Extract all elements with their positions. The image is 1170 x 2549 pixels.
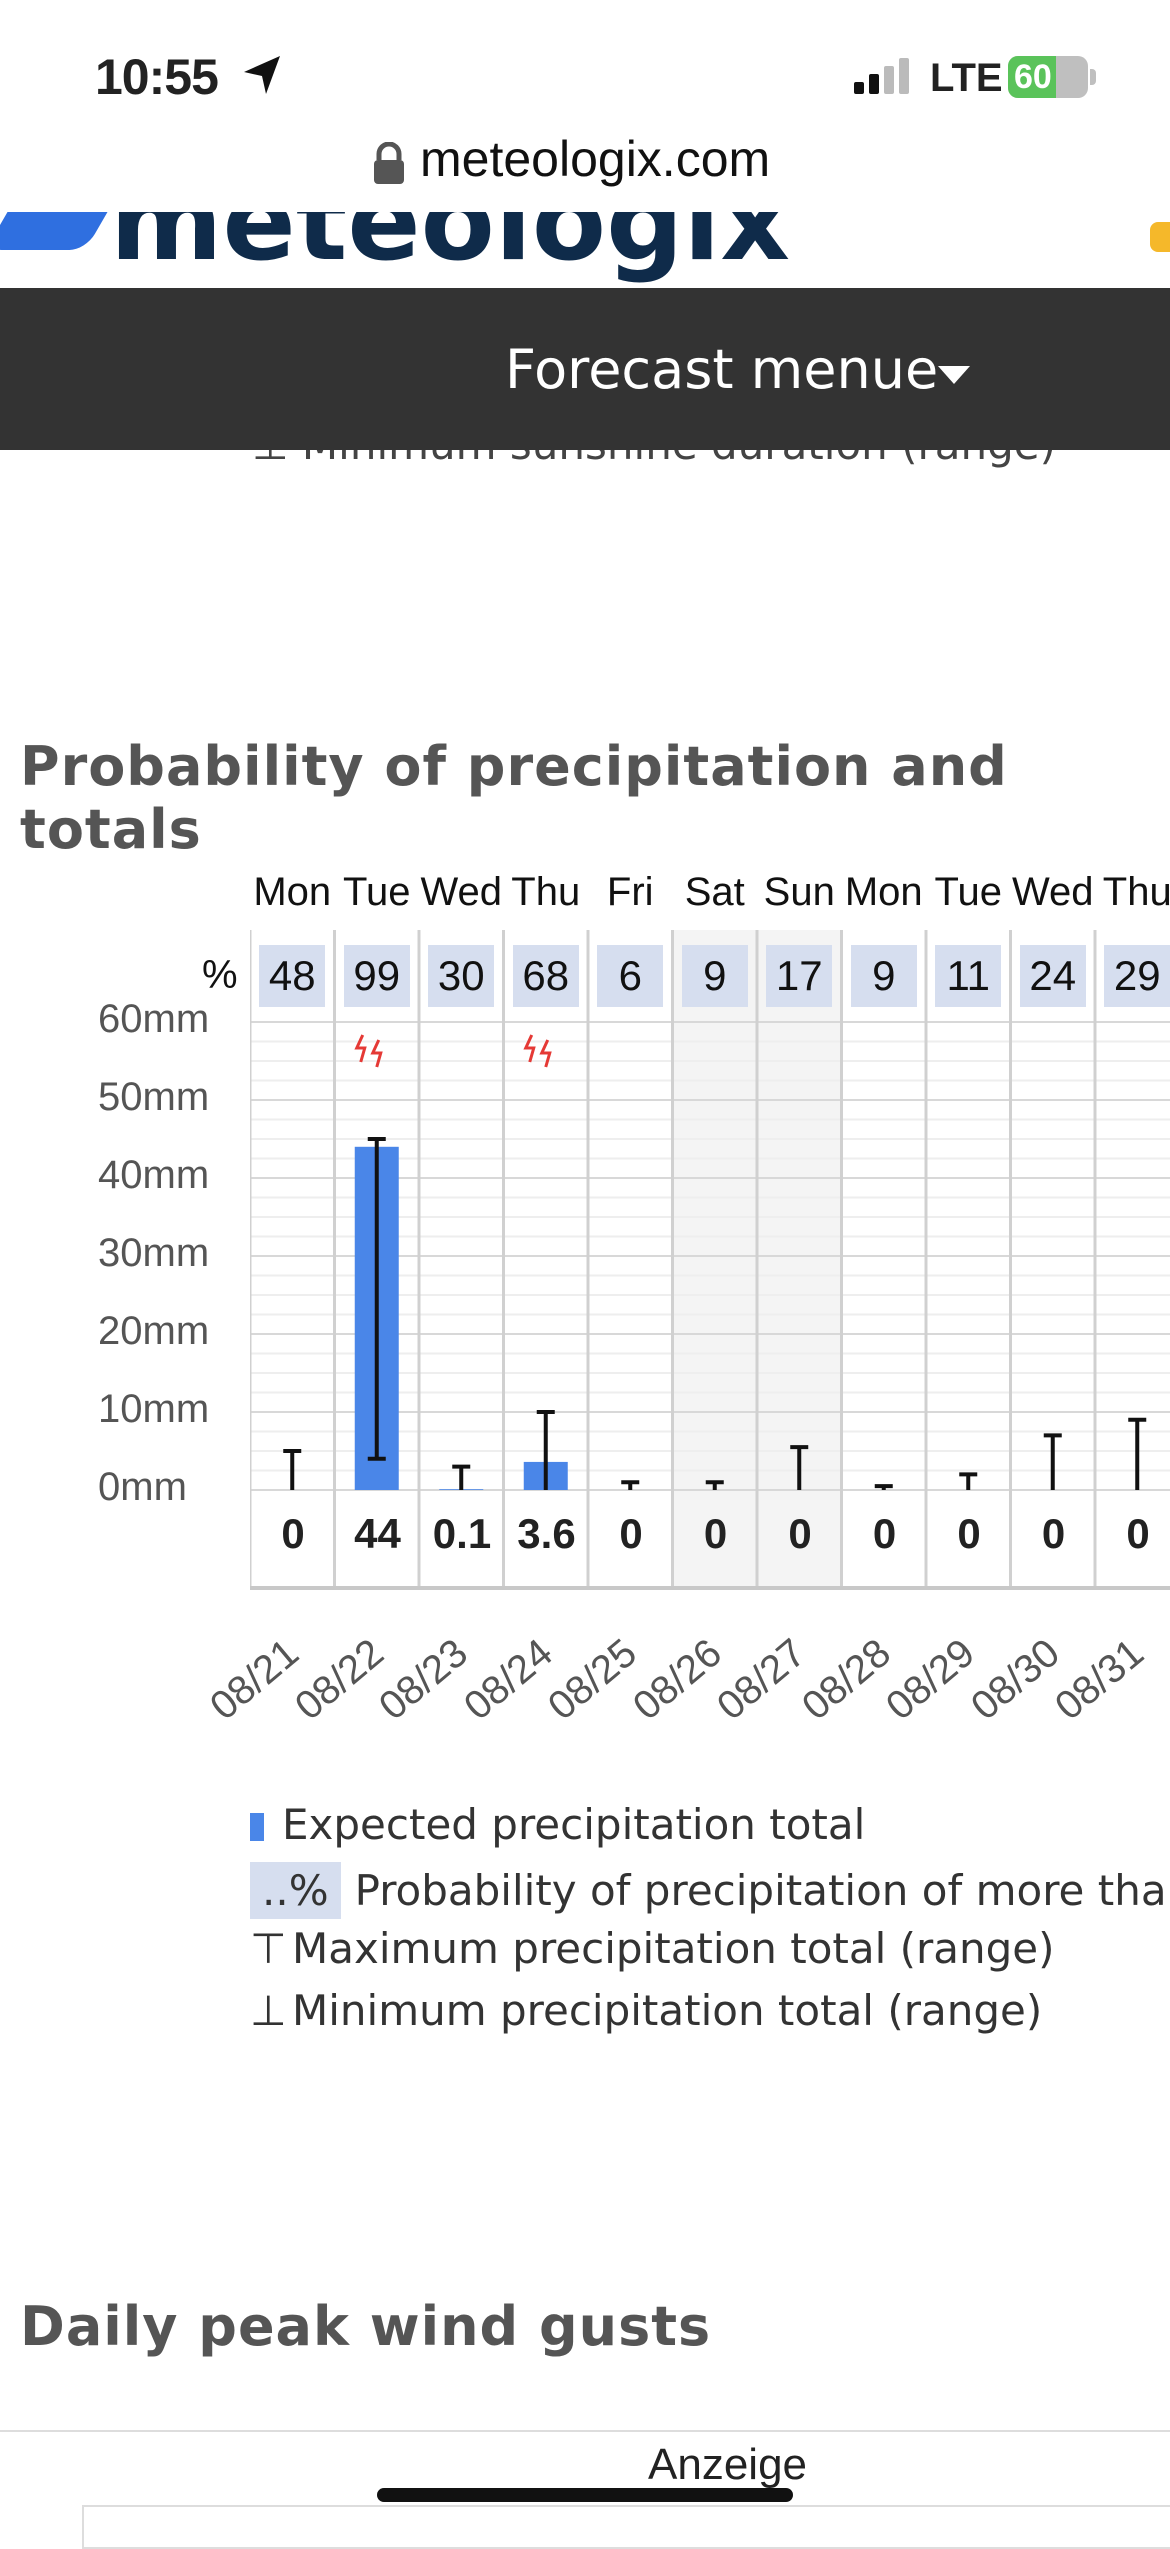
weekend-shade (672, 930, 757, 1590)
date-label: 08/24 (455, 1630, 561, 1729)
ad-divider (0, 2430, 1170, 2432)
total-value: 0.1 (432, 1510, 492, 1557)
total-value: 3.6 (517, 1510, 576, 1557)
y-tick-label: 60mm (98, 997, 210, 1041)
signal-icon (854, 58, 909, 94)
chevron-down-icon[interactable] (938, 366, 970, 386)
day-label: Thu (1102, 870, 1170, 914)
legend-bar-swatch (250, 1813, 264, 1841)
logo-mark (0, 212, 115, 250)
max-range-icon: ⊤ (250, 1924, 287, 1973)
total-value: 0 (281, 1510, 305, 1557)
wind-gusts-title: Daily peak wind gusts (20, 2295, 712, 2358)
y-tick-label: 10mm (98, 1387, 210, 1431)
total-value: 0 (788, 1510, 812, 1557)
probability-cell: 99 (343, 945, 410, 1007)
probability-cell: 48 (259, 945, 326, 1007)
total-value: 0 (703, 1510, 728, 1557)
probability-cell: 30 (428, 945, 495, 1007)
forecast-menu-button[interactable]: Forecast menue (505, 338, 939, 401)
y-tick-label: 50mm (98, 1075, 210, 1119)
chart-legend: Expected precipitation total ..% Probabil… (250, 1800, 1170, 2048)
logo-text: meteologix (110, 212, 791, 285)
probability-cell: 6 (597, 945, 664, 1007)
total-value: 0 (1126, 1510, 1150, 1557)
legend-max: ⊤ Maximum precipitation total (range) (250, 1924, 1055, 1973)
clock: 10:55 (95, 49, 219, 105)
day-label: Wed (420, 870, 503, 914)
y-tick-label: 30mm (98, 1231, 210, 1275)
date-label: 08/27 (709, 1630, 814, 1729)
date-label: 08/29 (878, 1630, 983, 1729)
date-label: 08/26 (624, 1630, 730, 1729)
day-label: Wed (1011, 870, 1094, 914)
total-value: 0 (957, 1510, 981, 1557)
precipitation-chart (250, 930, 1170, 1590)
legend-probability: ..% Probability of precipitation of more … (250, 1862, 1170, 1924)
date-label: 08/25 (540, 1630, 645, 1729)
day-label: Sat (684, 870, 745, 914)
date-label: 08/22 (286, 1630, 392, 1729)
site-logo[interactable]: meteologix (0, 212, 1170, 288)
status-bar: 10:55 LTE 60 (0, 0, 1170, 140)
date-label: 08/30 (962, 1630, 1068, 1729)
home-indicator[interactable] (377, 2488, 793, 2502)
total-value: 0 (619, 1510, 643, 1557)
probability-cell: 11 (935, 945, 1002, 1007)
probability-cell: 29 (1104, 945, 1170, 1007)
probability-cell: 9 (681, 945, 748, 1007)
y-tick-label: 40mm (98, 1153, 210, 1197)
ad-container[interactable] (82, 2505, 1170, 2549)
network-type: LTE (930, 56, 1003, 100)
y-tick-label: 20mm (98, 1309, 210, 1353)
thunderstorm-icon (354, 1034, 383, 1068)
probability-cell: 17 (766, 945, 833, 1007)
total-value: 0 (1041, 1510, 1066, 1557)
probability-cell: 68 (512, 945, 579, 1007)
total-value: 44 (354, 1510, 401, 1557)
day-label: Mon (844, 870, 923, 914)
address-bar[interactable]: meteologix.com (0, 120, 1170, 214)
section-title: Probability of precipitation and totals (20, 735, 1008, 861)
header-accent (1150, 222, 1170, 252)
day-label: Sun (763, 870, 835, 914)
min-range-icon: ⊥ (250, 1986, 287, 2035)
day-label: Mon (253, 870, 332, 914)
url-text: meteologix.com (420, 131, 771, 187)
probability-cell: 9 (850, 945, 917, 1007)
date-label: 08/28 (793, 1630, 899, 1729)
day-label: Thu (511, 870, 581, 914)
date-label: 08/21 (202, 1630, 307, 1729)
day-label: Tue (934, 870, 1002, 914)
navbar: Forecast menue (0, 288, 1170, 450)
y-tick-label: 0mm (98, 1465, 187, 1509)
date-label: 08/31 (1047, 1630, 1152, 1729)
thunderstorm-icon (523, 1034, 552, 1068)
date-label: 08/23 (371, 1630, 476, 1729)
legend-min: ⊥ Minimum precipitation total (range) (250, 1986, 1043, 2035)
probability-cell: 24 (1019, 945, 1086, 1007)
total-value: 0 (872, 1510, 897, 1557)
day-label: Fri (606, 870, 654, 914)
ad-label: Anzeige (648, 2440, 808, 2489)
previous-legend-cutoff: ⊥ Minimum sunshine duration (range) (252, 450, 1072, 478)
percent-label: % (202, 953, 238, 997)
lock-icon (374, 142, 404, 184)
location-arrow-icon (244, 56, 280, 94)
battery-nub (1090, 69, 1096, 85)
legend-expected: Expected precipitation total (250, 1800, 1170, 1862)
day-label: Tue (343, 870, 411, 914)
battery-icon: 60 (1008, 56, 1088, 98)
legend-pct-swatch: ..% (250, 1862, 341, 1919)
battery-level: 60 (1014, 58, 1052, 96)
